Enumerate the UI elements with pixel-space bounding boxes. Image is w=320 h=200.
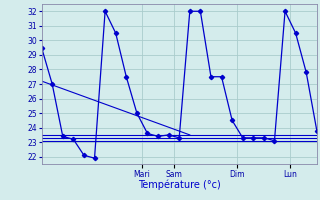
X-axis label: Température (°c): Température (°c) — [138, 180, 220, 190]
